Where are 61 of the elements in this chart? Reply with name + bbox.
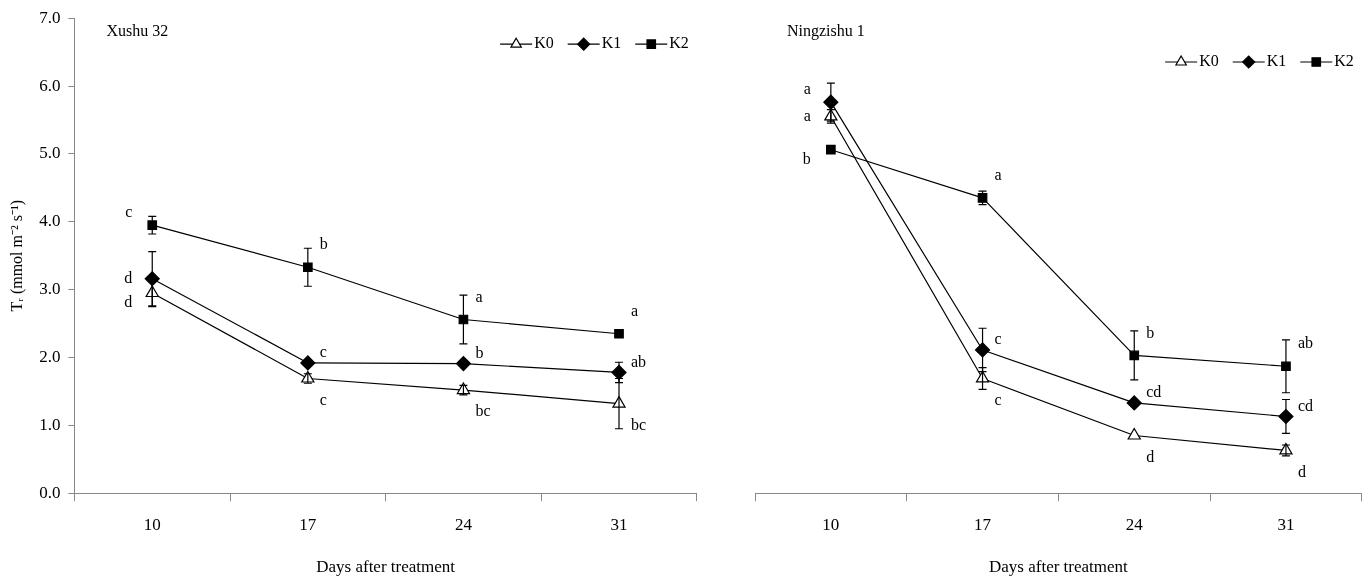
- annotation: c: [125, 203, 133, 221]
- annotation: c: [319, 343, 327, 361]
- x-tick-label: 17: [974, 514, 992, 534]
- annotation: b: [319, 235, 328, 253]
- point: [1126, 395, 1142, 411]
- y-tick-label: 3.0: [39, 279, 61, 299]
- point: [1127, 427, 1141, 440]
- annotation: b: [1146, 323, 1155, 341]
- x-axis-title: Days after treatment: [316, 557, 456, 577]
- x-axis-title: Days after treatment: [989, 557, 1129, 577]
- y-tick-label: 5.0: [39, 143, 61, 163]
- legend-label: K1: [601, 34, 622, 52]
- x-tick-label: 31: [1277, 514, 1295, 534]
- legend-label: K0: [534, 34, 554, 52]
- x-tick-label: 10: [822, 514, 840, 534]
- x-tick-label: 31: [610, 514, 628, 534]
- point: [974, 342, 991, 358]
- annotation: d: [1146, 447, 1155, 465]
- annotation: c: [994, 390, 1002, 408]
- chart-title: Ningzishu 1: [787, 22, 865, 41]
- annotation: bc: [475, 402, 491, 420]
- annotation: a: [803, 106, 811, 124]
- annotation: a: [475, 287, 483, 305]
- annotation: ab: [1297, 334, 1314, 352]
- legend-label: K1: [1266, 52, 1287, 70]
- y-tick-label: 6.0: [39, 75, 61, 95]
- point: [300, 355, 316, 371]
- annotation: cd: [1297, 396, 1314, 414]
- point: [455, 355, 472, 372]
- y-tick-label: 0.0: [39, 482, 61, 502]
- annotation: bc: [631, 415, 647, 433]
- annotation: d: [1297, 462, 1306, 480]
- annotation: a: [631, 301, 639, 319]
- y-tick-label: 2.0: [39, 346, 61, 366]
- annotation: d: [124, 293, 133, 311]
- y-axis-title: Tᵣ (mmol m⁻² s⁻¹): [7, 199, 26, 312]
- chart-title: Xushu 32: [106, 22, 169, 40]
- x-tick-label: 24: [454, 514, 473, 534]
- point: [826, 144, 836, 155]
- annotation: c: [319, 390, 327, 408]
- point: [147, 220, 158, 231]
- annotation: b: [802, 149, 811, 167]
- annotation: ab: [631, 352, 647, 370]
- annotation: cd: [1146, 383, 1162, 401]
- annotation: c: [994, 330, 1002, 348]
- annotation: b: [475, 343, 484, 361]
- y-tick-label: 4.0: [39, 211, 61, 231]
- point: [302, 262, 313, 273]
- legend-label: K0: [1199, 52, 1219, 70]
- annotation: d: [124, 268, 133, 286]
- point: [614, 328, 624, 339]
- legend-label: K2: [669, 34, 689, 52]
- x-tick-label: 10: [143, 514, 161, 534]
- annotation: a: [994, 166, 1002, 184]
- y-tick-label: 1.0: [39, 414, 61, 434]
- annotation: a: [803, 80, 811, 98]
- point: [1129, 350, 1140, 361]
- legend-label: K2: [1334, 52, 1354, 70]
- y-tick-label: 7.0: [39, 7, 61, 27]
- x-tick-label: 17: [299, 514, 317, 534]
- x-tick-label: 24: [1125, 514, 1144, 534]
